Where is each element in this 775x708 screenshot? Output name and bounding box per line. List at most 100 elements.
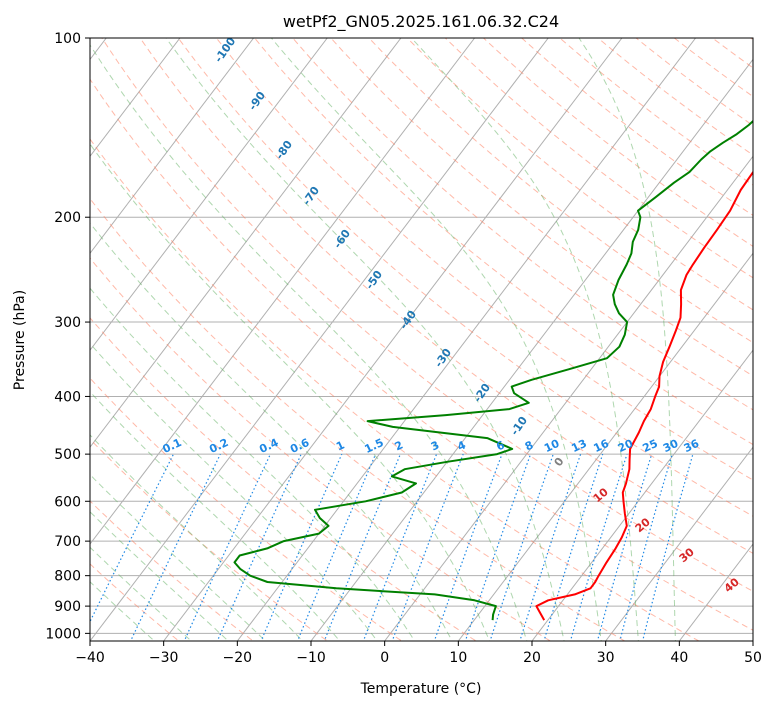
isotherm-line <box>90 38 328 352</box>
mixing-ratio-line <box>391 453 464 641</box>
mixing-ratio-label: 13 <box>569 437 588 455</box>
x-tick-label: 40 <box>670 650 688 666</box>
dry-adiabat-line <box>711 38 753 69</box>
y-tick-label: 400 <box>54 389 81 405</box>
dry-adiabat-label: -80 <box>273 138 295 162</box>
dry-adiabat-line <box>90 500 254 641</box>
y-axis-label: Pressure (hPa) <box>12 290 28 390</box>
moist-adiabat-line <box>90 143 490 641</box>
y-tick-label: 500 <box>54 447 81 463</box>
mixing-ratio-line <box>519 453 582 641</box>
data-series <box>233 119 753 621</box>
isotherm-line <box>90 38 549 641</box>
isotherm-line <box>163 38 623 641</box>
mixing-ratio-label: 10 <box>542 437 562 455</box>
x-tick-label: −20 <box>223 650 253 666</box>
moist-adiabat-line <box>90 434 304 641</box>
dry-adiabat-label: -40 <box>397 308 419 332</box>
y-tick-label: 800 <box>54 569 81 585</box>
mixing-ratio-label: 36 <box>682 437 702 455</box>
dry-adiabat-line <box>253 38 753 446</box>
mixing-ratio-label: 1.5 <box>363 436 386 456</box>
dry-adiabat-line <box>101 38 753 592</box>
isotherm-line <box>90 38 402 448</box>
mixing-ratio-label: 20 <box>616 437 636 455</box>
mixing-ratio-line <box>323 453 401 641</box>
x-tick-label: −30 <box>149 650 179 666</box>
moist-adiabat-line <box>578 38 676 641</box>
isotherm-line <box>605 446 753 641</box>
dry-adiabat-label: 0 <box>552 455 567 469</box>
dry-adiabat-label: -20 <box>471 381 493 405</box>
moist-adiabat-line <box>90 222 453 641</box>
moist-adiabat-line <box>411 38 639 641</box>
dry-adiabat-line <box>520 38 753 216</box>
x-tick-label: 20 <box>523 650 541 666</box>
isotherm-line <box>236 38 697 641</box>
y-tick-label: 900 <box>54 599 81 615</box>
y-tick-label: 1000 <box>45 626 81 642</box>
mixing-ratio-line <box>362 453 438 641</box>
mixing-ratio-label: 0.4 <box>257 436 280 456</box>
moist-adiabat-line <box>90 581 156 641</box>
isotherm-line <box>90 38 181 158</box>
warm-adiabat-label: 40 <box>722 575 742 595</box>
mixing-ratio-line <box>260 453 343 641</box>
dry-adiabat-label: -90 <box>246 89 268 113</box>
mixing-ratio-line <box>619 453 673 641</box>
dry-adiabat-line <box>368 38 753 344</box>
chart-title: wetPf2_GN05.2025.161.06.32.C24 <box>283 12 559 32</box>
y-tick-label: 600 <box>54 494 81 510</box>
mixing-ratio-line <box>216 453 302 641</box>
moist-adiabat-line <box>271 38 602 641</box>
moist-adiabat-line <box>90 44 528 641</box>
dry-adiabat-line <box>90 377 403 641</box>
x-axis-label: Temperature (°C) <box>360 681 482 697</box>
mixing-ratio-line <box>433 453 503 641</box>
mixing-ratio-line <box>129 453 221 641</box>
x-tick-label: 50 <box>744 650 762 666</box>
plot-frame <box>89 37 754 642</box>
y-axis: 100 200 300 400 500 600 700 800 900 1000 <box>45 31 90 642</box>
mixing-ratio-label: 16 <box>592 437 612 455</box>
dry-adiabat-line <box>749 38 753 41</box>
dry-adiabat-line <box>90 197 626 641</box>
x-tick-label: 0 <box>380 650 389 666</box>
mixing-ratio-line <box>596 453 653 641</box>
mixing-ratio-line <box>464 453 532 641</box>
mixing-ratio-label: 0.1 <box>160 436 183 456</box>
dry-adiabat-line <box>90 257 552 641</box>
dry-adiabat-label: -60 <box>331 227 353 251</box>
isotherm-line <box>384 155 753 641</box>
mixing-ratio-line <box>489 453 554 641</box>
mixing-ratio-line <box>569 453 628 641</box>
dry-adiabat-line <box>673 38 753 98</box>
moist-adiabat-line <box>90 391 341 641</box>
y-tick-label: 700 <box>54 534 81 550</box>
x-tick-label: 10 <box>449 650 467 666</box>
mixing-ratio-line <box>296 453 377 641</box>
mixing-ratio-label: 30 <box>661 437 681 455</box>
mixing-ratio-label: 25 <box>640 437 659 455</box>
isotherm-line <box>310 58 753 641</box>
y-tick-label: 300 <box>54 315 81 331</box>
dry-adiabat-label: -100 <box>212 35 239 65</box>
y-tick-label: 200 <box>54 210 81 226</box>
isotherm-line <box>678 543 753 641</box>
mixing-ratio-line <box>642 453 694 641</box>
dry-adiabat-line <box>90 317 477 641</box>
moist-adiabat-line <box>90 511 229 641</box>
x-tick-label: 30 <box>597 650 615 666</box>
x-tick-label: −10 <box>296 650 326 666</box>
dewpoint-line <box>233 119 753 621</box>
moist-adiabat-line <box>90 473 267 641</box>
warm-adiabat-label: 20 <box>633 515 653 535</box>
mixing-ratio-line <box>183 453 271 641</box>
isotherm-line <box>90 38 255 255</box>
moist-adiabat-line <box>90 546 193 641</box>
moist-adiabat-line <box>165 38 565 641</box>
dry-adiabat-line <box>770 25 775 646</box>
isotherm-line <box>90 38 476 545</box>
warm-adiabat-label: 30 <box>677 545 697 565</box>
isotherm-line <box>531 349 753 641</box>
